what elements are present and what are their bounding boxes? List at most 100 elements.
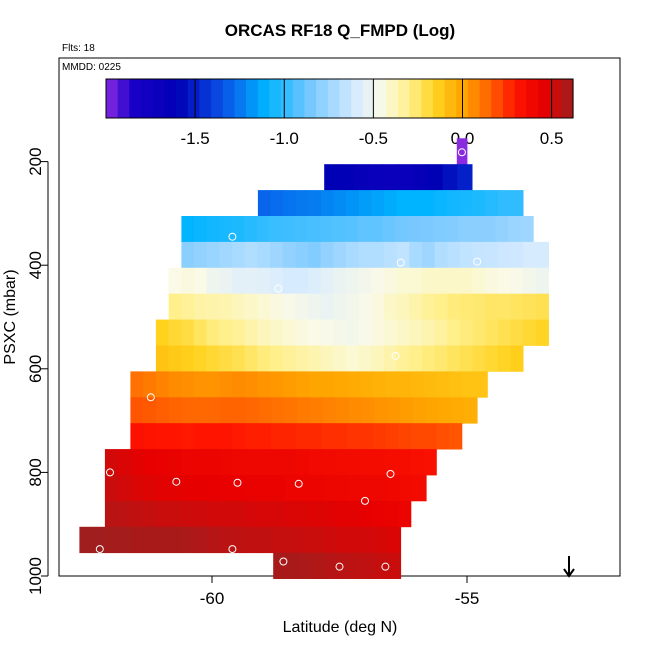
heatmap-cell — [321, 190, 335, 217]
observation-marker — [172, 477, 181, 486]
heatmap-cell — [168, 397, 183, 424]
chart-title: ORCAS RF18 Q_FMPD (Log) — [225, 21, 455, 40]
heatmap-cell — [310, 474, 324, 502]
heatmap-cell — [155, 319, 169, 346]
heatmap-cell — [320, 319, 334, 346]
heatmap-cell — [447, 241, 461, 269]
colorbar-tick-label: 0.5 — [540, 129, 564, 148]
heatmap-cell — [423, 423, 437, 450]
observation-marker — [228, 545, 237, 554]
heatmap-cell — [181, 319, 195, 346]
heatmap-cell — [182, 474, 196, 502]
observation-marker — [386, 469, 395, 478]
heatmap-cell — [206, 371, 221, 398]
mmdd-label: MMDD: 0225 — [62, 62, 121, 73]
heatmap-cell — [459, 319, 473, 346]
heatmap-cell — [320, 241, 334, 269]
heatmap-cell — [282, 345, 296, 372]
heatmap-cell — [143, 474, 157, 502]
heatmap-cell — [345, 319, 359, 346]
y-axis: 200 400 600 800 1000 — [26, 147, 49, 595]
heatmap-cell — [409, 345, 423, 372]
heatmap-cell — [295, 319, 309, 346]
heatmap-cell — [308, 500, 323, 528]
heatmap-cells — [79, 138, 549, 579]
heatmap-cell — [334, 500, 348, 528]
heatmap-cell — [245, 449, 259, 476]
heatmap-cell — [333, 345, 347, 372]
heatmap-cell — [320, 345, 334, 372]
heatmap-cell — [335, 397, 350, 424]
heatmap-cell — [461, 371, 476, 398]
heatmap-cell — [423, 449, 437, 476]
observation-marker — [274, 284, 283, 293]
colorbar-swatch — [444, 79, 457, 118]
heatmap-cell — [283, 449, 297, 476]
heatmap-cell — [372, 449, 386, 476]
heatmap-cell — [323, 397, 337, 424]
heatmap-cell — [257, 345, 271, 372]
colorbar-swatch — [432, 79, 446, 118]
heatmap-cell — [434, 190, 448, 217]
heatmap-cell — [442, 164, 458, 191]
heatmap-cell — [347, 500, 361, 528]
heatmap-cell — [168, 267, 182, 295]
heatmap-cell — [207, 526, 222, 554]
heatmap-cell — [270, 449, 284, 476]
heatmap-cell — [535, 241, 549, 269]
heatmap-cell — [398, 449, 412, 476]
heatmap-cell — [362, 526, 376, 554]
heatmap-cell — [220, 397, 234, 424]
heatmap-cell — [117, 500, 131, 528]
heatmap-cell — [338, 164, 355, 191]
heatmap-cell — [464, 397, 478, 424]
heatmap-cell — [400, 397, 414, 424]
heatmap-cell — [206, 345, 220, 372]
heatmap-cell — [358, 293, 372, 320]
heatmap-cell — [143, 397, 157, 424]
heatmap-cell — [231, 293, 246, 320]
heatmap-cell — [194, 423, 208, 450]
heatmap-cell — [206, 293, 220, 320]
heatmap-cell — [409, 267, 423, 295]
heatmap-cell — [232, 500, 246, 528]
colorbar-swatch — [386, 79, 399, 118]
heatmap-cell — [168, 345, 182, 372]
y-tick-label: 200 — [26, 147, 45, 175]
heatmap-cell — [372, 371, 386, 398]
heatmap-cell — [385, 500, 399, 528]
heatmap-cell — [387, 526, 402, 554]
heatmap-cell — [398, 371, 412, 398]
heatmap-cell — [320, 293, 334, 320]
heatmap-cell — [535, 293, 549, 320]
heatmap-cell — [295, 345, 309, 372]
heatmap-cell — [425, 397, 440, 424]
heatmap-cell — [333, 241, 347, 269]
observation-marker — [294, 479, 303, 488]
heatmap-cell — [194, 500, 208, 528]
heatmap-cell — [447, 345, 461, 372]
heatmap-cell — [321, 449, 335, 476]
heatmap-cell — [282, 241, 296, 269]
heatmap-cell — [347, 423, 361, 450]
heatmap-cell — [371, 345, 385, 372]
heatmap-cell — [358, 345, 372, 372]
heatmap-cell — [409, 190, 423, 217]
observation-marker — [559, 297, 568, 306]
heatmap-cell — [358, 319, 372, 346]
heatmap-cell — [385, 449, 399, 476]
heatmap-cell — [349, 474, 363, 502]
colorbar-swatch — [561, 79, 574, 118]
heatmap-cell — [181, 345, 195, 372]
heatmap-cell — [449, 423, 463, 450]
heatmap-cell — [246, 474, 260, 502]
heatmap-cell — [432, 215, 446, 243]
heatmap-cell — [143, 423, 157, 450]
heatmap-cell — [457, 164, 473, 191]
heatmap-cell — [447, 319, 461, 346]
heatmap-cell — [359, 423, 374, 450]
heatmap-cell — [321, 423, 335, 450]
colorbar-swatch — [397, 79, 411, 118]
heatmap-cell — [459, 267, 474, 295]
heatmap-cell — [156, 526, 170, 554]
